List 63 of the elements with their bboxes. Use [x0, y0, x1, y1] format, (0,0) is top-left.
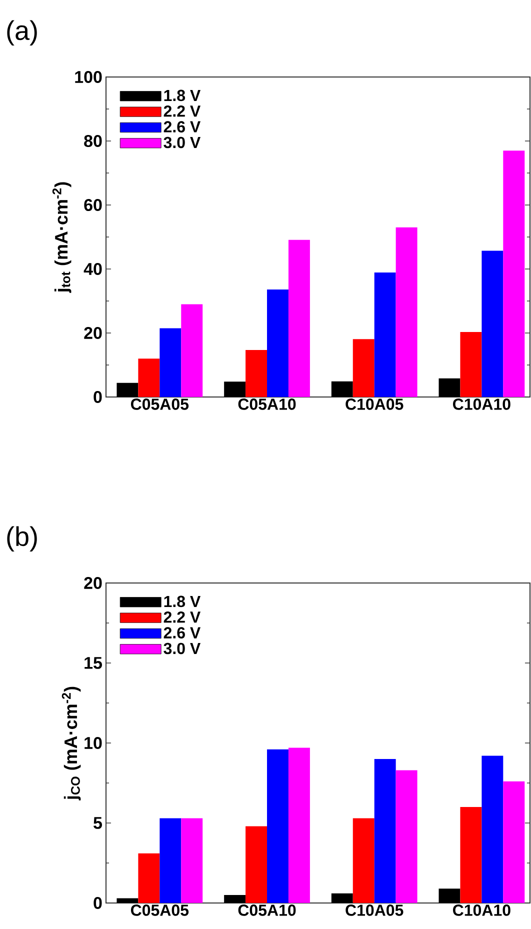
- bar: [160, 328, 182, 397]
- x-tick-label: C05A05: [130, 904, 189, 916]
- bar: [438, 888, 460, 903]
- x-tick-label: C10A10: [453, 398, 510, 410]
- bar: [374, 758, 396, 903]
- y-tick-label: 15: [84, 657, 102, 669]
- bar: [396, 227, 418, 397]
- y-tick-label: 0: [94, 896, 102, 910]
- bar: [331, 381, 353, 397]
- bar: [396, 770, 418, 903]
- chart-title: (b): [7, 526, 37, 552]
- y-tick-label: 20: [84, 576, 102, 590]
- chart-title: (a): [7, 20, 37, 46]
- bar: [181, 304, 203, 397]
- legend-label: 1.8 V: [164, 596, 201, 608]
- bar: [138, 853, 160, 903]
- bar: [482, 250, 504, 397]
- bar: [267, 289, 288, 397]
- bar: [116, 382, 138, 397]
- legend-label: 2.6 V: [164, 121, 201, 132]
- y-tick-label: 20: [84, 326, 102, 340]
- y-axis-title: j$_{CO}$ (mA·cm$^{-2}$): [62, 686, 81, 800]
- bar: [267, 749, 288, 903]
- bar: [503, 781, 525, 903]
- x-tick-label: C10A10: [453, 904, 510, 916]
- bar: [246, 350, 268, 397]
- bar: [438, 378, 460, 397]
- x-tick-label: C05A10: [238, 398, 296, 410]
- bar: [138, 358, 160, 397]
- bar: [181, 818, 203, 903]
- legend-label: 3.0 V: [164, 642, 201, 654]
- bar: [288, 748, 310, 903]
- bar: [224, 894, 246, 903]
- y-tick-label: 5: [94, 817, 102, 829]
- bar: [352, 818, 374, 903]
- x-tick-label: C10A05: [346, 398, 404, 410]
- x-tick-label: C05A10: [238, 904, 296, 916]
- bar: [246, 826, 268, 903]
- y-tick-label: 80: [84, 134, 102, 148]
- bar: [460, 806, 482, 903]
- y-tick-label: 0: [94, 390, 102, 404]
- y-tick-label: 60: [84, 198, 102, 212]
- y-tick-label: 40: [84, 262, 102, 276]
- y-tick-label: 10: [84, 736, 102, 750]
- bar: [352, 339, 374, 397]
- legend-label: 2.2 V: [164, 611, 201, 623]
- bar: [116, 898, 138, 903]
- y-axis-title: j$_{tot}$ (mA·cm$^{-2}$): [52, 182, 72, 293]
- bar: [482, 756, 504, 903]
- x-tick-label: C05A05: [130, 398, 189, 410]
- bar: [460, 332, 482, 397]
- bar: [160, 818, 182, 903]
- bar: [224, 382, 246, 397]
- bar: [503, 150, 525, 397]
- legend-label: 3.0 V: [164, 136, 201, 148]
- bar: [331, 893, 353, 903]
- y-tick-label: 100: [75, 70, 102, 84]
- bar: [374, 272, 396, 397]
- legend-label: 2.6 V: [164, 627, 201, 638]
- legend-label: 1.8 V: [164, 90, 201, 102]
- bar: [288, 240, 310, 397]
- legend-label: 2.2 V: [164, 105, 201, 117]
- x-tick-label: C10A05: [346, 904, 404, 916]
